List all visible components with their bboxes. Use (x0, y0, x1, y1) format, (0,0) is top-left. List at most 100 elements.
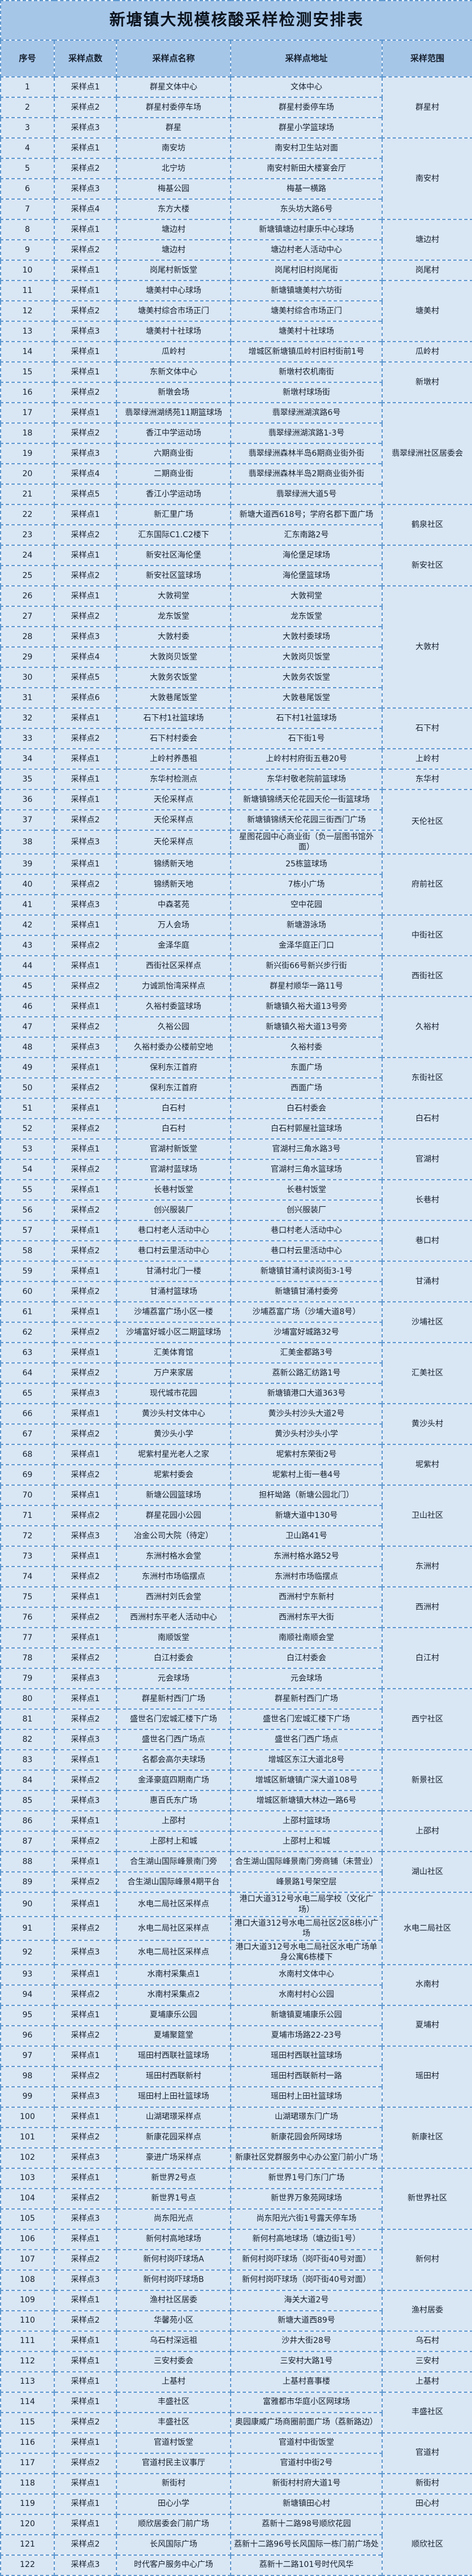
row-address-cell: 官道村中街2号 (230, 2452, 383, 2474)
row-range-cell: 府前社区 (381, 853, 472, 916)
row-address-cell: 长巷村饭堂 (230, 1179, 383, 1201)
row-name-cell: 新何村岗吓球场A (116, 2249, 231, 2271)
row-address-cell: 沙埔荔富广场（沙埔大道8号） (230, 1301, 383, 1323)
row-name-cell: 东洲村市场临摆点 (116, 1566, 231, 1588)
row-range-cell: 新景社区 (381, 1749, 472, 1812)
row-no-cell: 16 (0, 382, 55, 403)
row-address-cell: 夏埔市场路22-23号 (230, 2025, 383, 2047)
table-row: 98 采样点2 瑶田村西联新村 瑶田村西联新村一路 (0, 2065, 472, 2087)
row-name-cell: 东新文体中心 (116, 361, 231, 383)
row-no-cell: 111 (0, 2330, 55, 2352)
row-range-cell: 夏埔村 (381, 2004, 472, 2047)
table-row: 44 采样点1 西街社区采样点 新兴街66号新兴步行街 西街社区 (0, 955, 472, 998)
row-range-cell: 田心村 (381, 2493, 472, 2515)
row-name-cell: 天伦采样点 (116, 809, 231, 831)
row-name-cell: 元会球场 (116, 1668, 231, 1690)
row-point-cell: 采样点1 (54, 2513, 117, 2535)
row-address-cell: 新塘镇甘涌村委旁 (230, 1281, 383, 1303)
row-no-cell: 36 (0, 789, 55, 810)
table-row: 110 采样点2 华馨苑小区 新塘大道西89号 (0, 2310, 472, 2332)
table-row: 83 采样点1 名都会高尔夫球场 增城区东江大道北8号 新景社区 (0, 1749, 472, 1812)
row-point-cell: 采样点1 (54, 1138, 117, 1160)
row-address-cell: 盛世名门宏城汇楼下广场 (230, 1708, 383, 1731)
row-no-cell: 42 (0, 914, 55, 937)
row-name-cell: 大敦村委 (116, 626, 231, 648)
row-point-cell: 采样点2 (54, 1984, 117, 2006)
row-name-cell: 群星花园小公园 (116, 1505, 231, 1527)
row-address-cell: 新塘镇港口大道363号 (230, 1383, 383, 1405)
row-point-cell: 采样点1 (54, 853, 117, 875)
row-point-cell: 采样点2 (54, 1647, 117, 1669)
row-name-cell: 大敦巷尾饭堂 (116, 687, 231, 709)
row-point-cell: 采样点2 (54, 2310, 117, 2332)
row-address-cell: 奥园康威广场商圈前面广场（荔新路边） (230, 2411, 383, 2433)
table-row: 14 采样点1 瓜岭村 增城区新塘镇瓜岭村旧村街前1号 瓜岭村 (0, 341, 472, 363)
row-range-cell: 大敦村 (381, 585, 472, 709)
row-name-cell: 长巷村饭堂 (116, 1179, 231, 1201)
row-point-cell: 采样点5 (54, 484, 117, 505)
row-address-cell: 群星小学篮球场 (230, 117, 383, 139)
row-no-cell: 101 (0, 2126, 55, 2148)
row-point-cell: 采样点1 (54, 1892, 117, 1917)
row-point-cell: 采样点1 (54, 789, 117, 810)
row-point-cell: 采样点1 (54, 2391, 117, 2413)
row-name-cell: 金泽豪庭四期南广场 (116, 1770, 231, 1792)
table-row: 117 采样点2 官道村民主议事厅 官道村中街2号 (0, 2452, 472, 2474)
row-name-cell: 上岭村养愚祖 (116, 748, 231, 770)
row-name-cell: 久裕公园 (116, 1016, 231, 1038)
row-range-cell: 翡翠绿洲社区居委会 (381, 402, 472, 505)
row-range-cell: 白石村 (381, 1098, 472, 1140)
row-address-cell: 新塘镇甘涌村读岗街3-1号 (230, 1261, 383, 1283)
row-no-cell: 94 (0, 1984, 55, 2006)
row-range-cell: 瓜岭村 (381, 341, 472, 363)
table-row: 5 采样点2 北宁坊 南安村新田大楼宴会厅 (0, 158, 472, 179)
row-no-cell: 43 (0, 935, 55, 957)
row-address-cell: 大敦村委球场 (230, 626, 383, 648)
row-no-cell: 23 (0, 524, 55, 546)
row-no-cell: 78 (0, 1647, 55, 1669)
row-name-cell: 沙埔荔富广场小区一楼 (116, 1301, 231, 1323)
row-point-cell: 采样点2 (54, 1915, 117, 1941)
row-name-cell: 群星新村西门广场 (116, 1688, 231, 1710)
row-no-cell: 117 (0, 2452, 55, 2474)
row-no-cell: 115 (0, 2411, 55, 2433)
table-row: 77 采样点1 南顺饭堂 南顺社南顺会堂 白江村 (0, 1627, 472, 1690)
row-no-cell: 1 (0, 76, 55, 98)
row-point-cell: 采样点2 (54, 809, 117, 831)
row-point-cell: 采样点2 (54, 1770, 117, 1792)
row-point-cell: 采样点3 (54, 1525, 117, 1547)
row-no-cell: 82 (0, 1729, 55, 1751)
table-row: 40 采样点2 锦绣新天地 7栋小广场 (0, 874, 472, 896)
row-no-cell: 102 (0, 2147, 55, 2169)
row-address-cell: 富雅都市华庭小区网球场 (230, 2391, 383, 2413)
row-no-cell: 114 (0, 2391, 55, 2413)
row-point-cell: 采样点1 (54, 1179, 117, 1201)
row-range-cell: 西洲村 (381, 1586, 472, 1629)
row-range-cell: 上邵村 (381, 1810, 472, 1853)
table-row: 47 采样点2 久裕公园 新塘镇久裕大道13号旁 (0, 1016, 472, 1038)
row-range-cell: 顺欣社区 (381, 2513, 472, 2576)
row-name-cell: 新街村 (116, 2473, 231, 2495)
row-point-cell: 采样点2 (54, 239, 117, 261)
row-address-cell: 瑶田村上田社篮球场 (230, 2086, 383, 2108)
row-no-cell: 84 (0, 1770, 55, 1792)
row-name-cell: 塘美村中心球场 (116, 280, 231, 301)
table-row: 35 采样点1 东华村检测点 东华村敬老院前篮球场 东华村 (0, 769, 472, 790)
column-header-no: 序号 (0, 40, 55, 77)
table-row: 57 采样点1 巷口村老人活动中心 巷口村老人活动中心 巷口村 (0, 1220, 472, 1262)
row-no-cell: 96 (0, 2025, 55, 2047)
row-address-cell: 西洲村东平大街 (230, 1607, 383, 1629)
row-address-cell: 白江村委会 (230, 1647, 383, 1669)
row-address-cell: 三安村大路1号 (230, 2350, 383, 2372)
row-range-cell: 三安村 (381, 2350, 472, 2372)
row-no-cell: 119 (0, 2493, 55, 2515)
row-point-cell: 采样点2 (54, 1505, 117, 1527)
row-point-cell: 采样点2 (54, 2411, 117, 2433)
row-point-cell: 采样点3 (54, 178, 117, 200)
row-point-cell: 采样点1 (54, 1586, 117, 1608)
row-range-cell: 甘涌村 (381, 1261, 472, 1303)
row-point-cell: 采样点3 (54, 2208, 117, 2230)
row-no-cell: 81 (0, 1708, 55, 1731)
row-address-cell: 新塘大道西618号；学府名郡下面广场 (230, 504, 383, 525)
